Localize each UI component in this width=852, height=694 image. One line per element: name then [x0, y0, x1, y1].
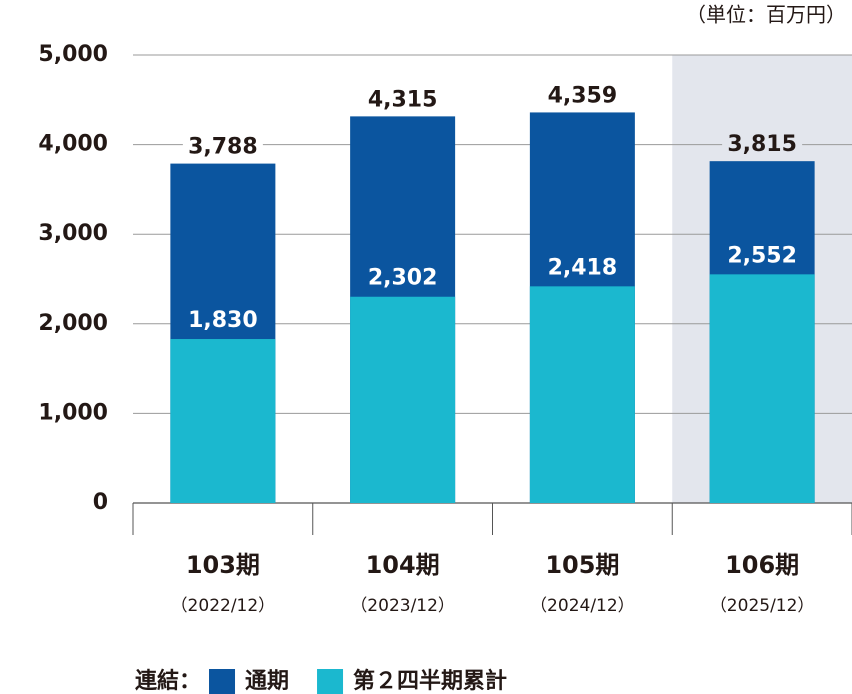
value-label: 2,302: [368, 266, 438, 291]
x-tick-label: 103期: [186, 551, 260, 579]
y-tick-label: 3,000: [38, 221, 108, 246]
x-tick-sublabel: （2025/12）: [710, 596, 815, 616]
value-label: 1,830: [188, 308, 258, 333]
label-bg: [542, 80, 623, 111]
y-tick-label: 5,000: [38, 42, 108, 67]
legend-swatch: [317, 669, 344, 694]
y-tick-label: 4,000: [38, 132, 108, 157]
legend-label: 第２四半期累計: [353, 668, 507, 694]
label-bg: [182, 131, 263, 162]
unit-note: （単位：百万円）: [686, 3, 846, 27]
legend-title: 連結：: [135, 668, 201, 694]
value-label: 2,418: [548, 255, 618, 280]
x-tick-sublabel: （2022/12）: [171, 596, 276, 616]
bar: [170, 339, 276, 503]
bar: [529, 286, 635, 503]
value-label: 3,788: [188, 135, 258, 160]
label-bg: [362, 84, 443, 115]
y-tick-label: 0: [93, 490, 108, 515]
x-tick-label: 105期: [545, 551, 619, 579]
bar: [709, 274, 815, 503]
value-label: 4,315: [368, 87, 438, 112]
legend-label: 通期: [245, 669, 289, 694]
bar: [350, 296, 456, 503]
y-tick-label: 1,000: [38, 400, 108, 425]
x-tick-sublabel: （2023/12）: [350, 596, 455, 616]
legend-swatch: [209, 669, 236, 694]
x-tick-label: 106期: [725, 551, 799, 579]
value-label: 3,815: [727, 132, 797, 157]
y-tick-label: 2,000: [38, 311, 108, 336]
value-label: 2,552: [727, 243, 797, 268]
x-tick-sublabel: （2024/12）: [530, 596, 635, 616]
x-tick-label: 104期: [366, 551, 440, 579]
value-label: 4,359: [548, 83, 618, 108]
label-bg: [722, 129, 803, 160]
